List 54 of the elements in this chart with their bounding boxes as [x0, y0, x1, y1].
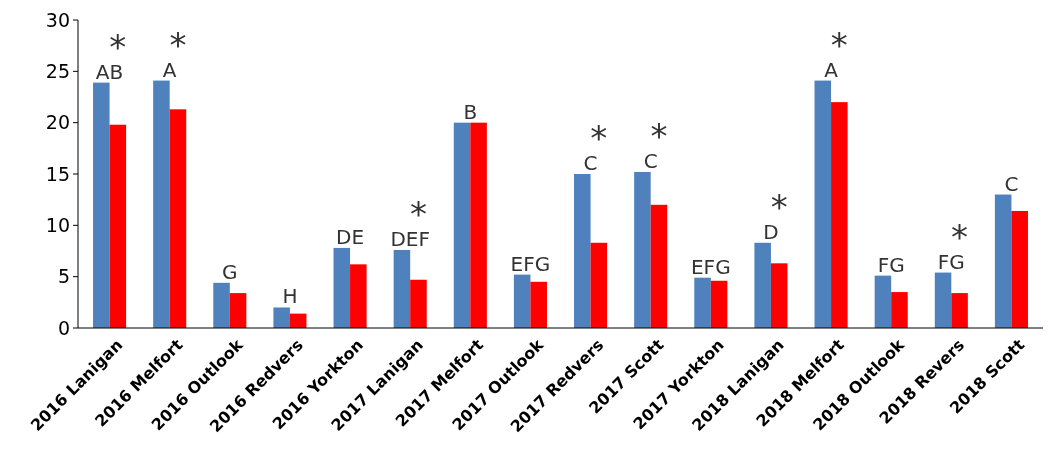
bar: [213, 282, 230, 328]
bar: [1011, 210, 1028, 328]
bar: [831, 102, 848, 328]
y-tick-label: 25: [45, 59, 70, 82]
data-label: C: [643, 148, 658, 173]
bar: [590, 242, 608, 328]
bar: [109, 124, 127, 328]
bar: [951, 293, 968, 328]
y-tick-label: 20: [45, 111, 70, 134]
bar: [333, 247, 351, 328]
data-label: D: [763, 219, 779, 244]
data-label: B: [463, 99, 478, 124]
bar: [273, 307, 290, 328]
bar: [229, 293, 247, 328]
data-label: EFG: [510, 251, 551, 276]
bar: [754, 242, 771, 328]
bar: [694, 277, 711, 328]
y-tick-label: 0: [57, 316, 70, 339]
data-label: FG: [877, 252, 905, 277]
bar: [393, 249, 411, 328]
bar: [874, 275, 892, 328]
y-tick-label: 30: [45, 8, 70, 31]
bar: [814, 80, 832, 328]
data-label: C: [1004, 171, 1019, 196]
bar: [770, 263, 788, 328]
bar: [650, 204, 668, 328]
bar: [994, 194, 1012, 328]
y-tick-label: 15: [45, 162, 70, 185]
data-label: EFG: [690, 254, 731, 279]
data-label: G: [222, 259, 238, 284]
y-tick-label: 10: [45, 213, 70, 236]
bar: [410, 279, 427, 328]
bar: [574, 174, 591, 328]
data-label: H: [282, 284, 298, 309]
data-label: DEF: [390, 226, 430, 251]
data-label: A: [824, 57, 839, 82]
data-label: DE: [336, 224, 365, 249]
bar: [350, 264, 367, 328]
bar: [710, 280, 728, 328]
bar: [530, 281, 547, 328]
bar: [453, 122, 471, 328]
bar: [93, 82, 110, 328]
bar: [513, 274, 531, 328]
y-tick-label: 5: [57, 265, 70, 288]
data-label: A: [162, 57, 177, 82]
bar: [634, 171, 651, 328]
bar: [169, 109, 187, 328]
bar: [891, 292, 908, 328]
data-label: AB: [95, 59, 124, 84]
bar: [934, 272, 952, 328]
bar: [153, 80, 170, 328]
data-label: FG: [937, 249, 965, 274]
data-label: C: [583, 151, 598, 175]
bar: [470, 122, 487, 328]
